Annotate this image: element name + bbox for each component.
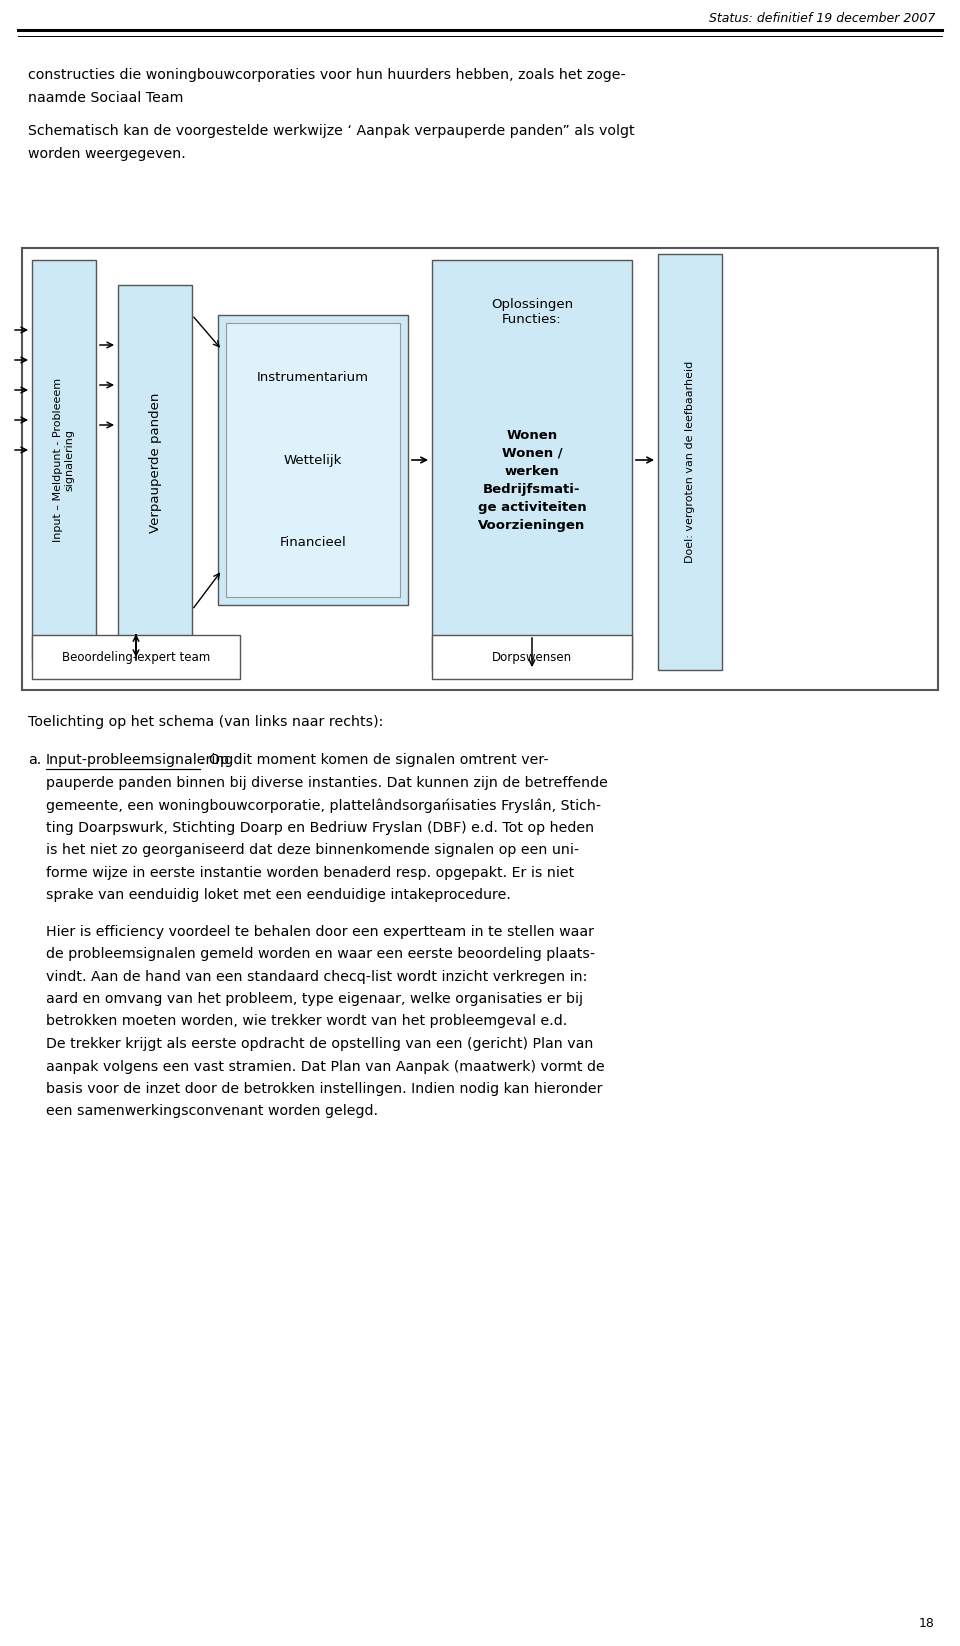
Text: de probleemsignalen gemeld worden en waar een eerste beoordeling plaats-: de probleemsignalen gemeld worden en waa…: [46, 946, 595, 961]
Text: Input-probleemsignalering: Input-probleemsignalering: [46, 752, 234, 767]
Text: Instrumentarium: Instrumentarium: [257, 370, 369, 384]
Text: is het niet zo georganiseerd dat deze binnenkomende signalen op een uni-: is het niet zo georganiseerd dat deze bi…: [46, 843, 579, 858]
Text: 18: 18: [919, 1616, 935, 1630]
Bar: [432, 260, 632, 670]
Bar: [118, 285, 192, 640]
Text: constructies die woningbouwcorporaties voor hun huurders hebben, zoals het zoge-: constructies die woningbouwcorporaties v…: [28, 67, 626, 82]
Text: betrokken moeten worden, wie trekker wordt van het probleemgeval e.d.: betrokken moeten worden, wie trekker wor…: [46, 1014, 567, 1029]
Text: worden weergegeven.: worden weergegeven.: [28, 146, 185, 161]
Bar: [218, 314, 408, 606]
Text: aanpak volgens een vast stramien. Dat Plan van Aanpak (maatwerk) vormt de: aanpak volgens een vast stramien. Dat Pl…: [46, 1060, 605, 1073]
Text: gemeente, een woningbouwcorporatie, plattelândsorgańisaties Fryslân, Stich-: gemeente, een woningbouwcorporatie, plat…: [46, 798, 601, 813]
Text: sprake van eenduidig loket met een eenduidige intakeprocedure.: sprake van eenduidig loket met een eendu…: [46, 887, 511, 902]
Bar: [432, 635, 632, 680]
Text: Verpauperde panden: Verpauperde panden: [149, 392, 161, 533]
Text: De trekker krijgt als eerste opdracht de opstelling van een (gericht) Plan van: De trekker krijgt als eerste opdracht de…: [46, 1037, 593, 1052]
Text: ting Doarpswurk, Stichting Doarp en Bedriuw Fryslan (DBF) e.d. Tot op heden: ting Doarpswurk, Stichting Doarp en Bedr…: [46, 820, 594, 835]
Text: Beoordeling-expert team: Beoordeling-expert team: [61, 650, 210, 663]
Text: Toelichting op het schema (van links naar rechts):: Toelichting op het schema (van links naa…: [28, 714, 383, 729]
Text: Financieel: Financieel: [279, 537, 347, 550]
Bar: [226, 323, 400, 597]
Text: Wonen
Wonen /
werken
Bedrijfsmati-
ge activiteiten
Voorzieningen: Wonen Wonen / werken Bedrijfsmati- ge ac…: [478, 428, 587, 532]
Text: aard en omvang van het probleem, type eigenaar, welke organisaties er bij: aard en omvang van het probleem, type ei…: [46, 993, 583, 1006]
Text: Hier is efficiency voordeel te behalen door een expertteam in te stellen waar: Hier is efficiency voordeel te behalen d…: [46, 925, 594, 938]
Text: pauperde panden binnen bij diverse instanties. Dat kunnen zijn de betreffende: pauperde panden binnen bij diverse insta…: [46, 775, 608, 790]
Text: een samenwerkingsconvenant worden gelegd.: een samenwerkingsconvenant worden gelegd…: [46, 1104, 378, 1119]
Text: Input – Meldpunt - Probleeem
signalering: Input – Meldpunt - Probleeem signalering: [53, 379, 75, 542]
Bar: [22, 249, 938, 690]
Text: Wettelijk: Wettelijk: [284, 454, 342, 466]
Text: vindt. Aan de hand van een standaard checq-list wordt inzicht verkregen in:: vindt. Aan de hand van een standaard che…: [46, 969, 588, 984]
Text: Dorpswensen: Dorpswensen: [492, 650, 572, 663]
Text: Oplossingen
Functies:: Oplossingen Functies:: [491, 298, 573, 326]
Text: . Op dit moment komen de signalen omtrent ver-: . Op dit moment komen de signalen omtren…: [200, 752, 548, 767]
Text: forme wijze in eerste instantie worden benaderd resp. opgepakt. Er is niet: forme wijze in eerste instantie worden b…: [46, 866, 574, 879]
Text: basis voor de inzet door de betrokken instellingen. Indien nodig kan hieronder: basis voor de inzet door de betrokken in…: [46, 1081, 603, 1096]
Bar: [32, 635, 240, 680]
Text: Schematisch kan de voorgestelde werkwijze ‘ Aanpak verpauperde panden” als volgt: Schematisch kan de voorgestelde werkwijz…: [28, 123, 635, 138]
Text: Status: definitief 19 december 2007: Status: definitief 19 december 2007: [708, 12, 935, 25]
Text: naamde Sociaal Team: naamde Sociaal Team: [28, 91, 183, 105]
Bar: [658, 253, 722, 670]
Bar: [32, 260, 96, 660]
Text: a.: a.: [28, 752, 41, 767]
Text: Doel: vergroten van de leefbaarheid: Doel: vergroten van de leefbaarheid: [685, 360, 695, 563]
